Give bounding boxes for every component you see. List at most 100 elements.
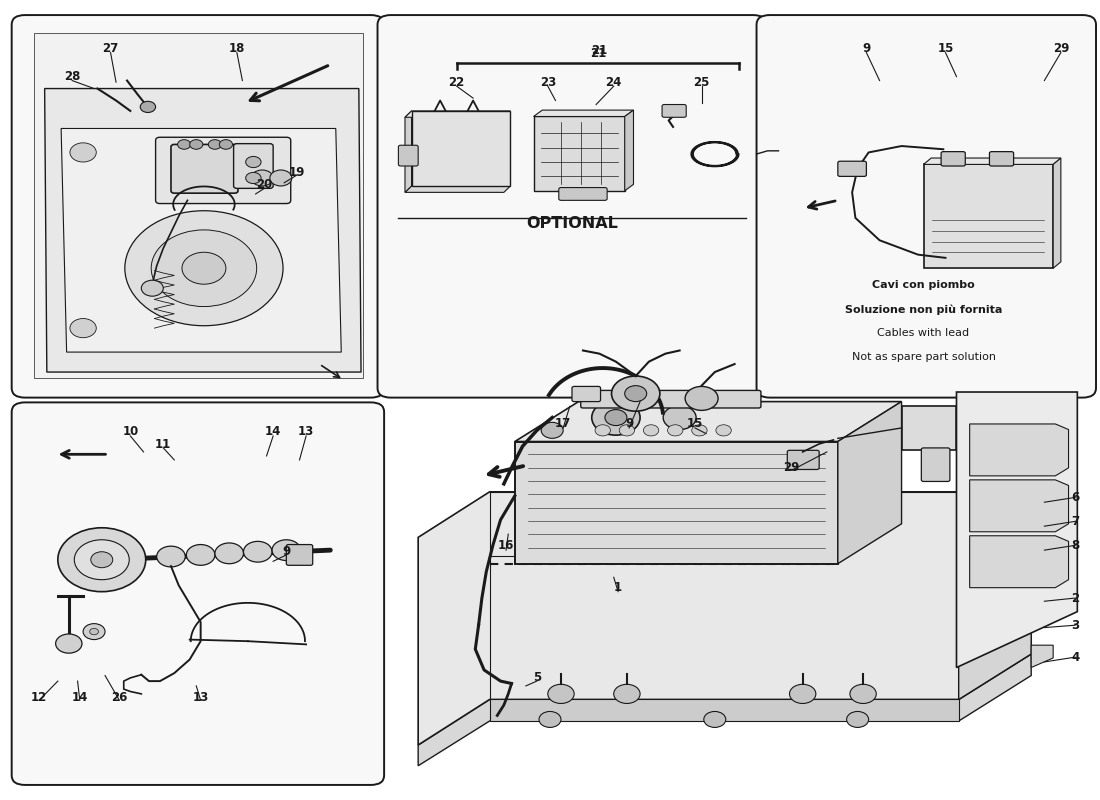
Text: Soluzione non più fornita: Soluzione non più fornita — [845, 304, 1002, 314]
Circle shape — [189, 140, 202, 150]
FancyBboxPatch shape — [559, 187, 607, 200]
Polygon shape — [924, 165, 1053, 268]
Polygon shape — [418, 654, 1031, 766]
Text: eurospares: eurospares — [556, 305, 632, 319]
Polygon shape — [411, 111, 510, 186]
Text: 18: 18 — [229, 42, 245, 55]
Circle shape — [251, 170, 273, 186]
Polygon shape — [970, 424, 1068, 476]
FancyBboxPatch shape — [170, 145, 238, 193]
Text: 25: 25 — [693, 76, 710, 89]
Text: 23: 23 — [540, 76, 556, 89]
Text: 27: 27 — [102, 42, 119, 55]
Polygon shape — [959, 492, 1031, 699]
Text: 9: 9 — [283, 546, 290, 558]
Polygon shape — [902, 406, 957, 450]
Text: 1: 1 — [614, 581, 623, 594]
Polygon shape — [970, 536, 1068, 588]
Text: 28: 28 — [64, 70, 80, 83]
Text: 8: 8 — [1071, 539, 1079, 552]
Circle shape — [245, 157, 261, 168]
Polygon shape — [515, 402, 902, 442]
Circle shape — [56, 634, 82, 653]
Polygon shape — [1031, 645, 1053, 667]
Circle shape — [272, 540, 300, 561]
Circle shape — [541, 422, 563, 438]
Circle shape — [156, 546, 185, 567]
FancyBboxPatch shape — [286, 545, 312, 566]
Circle shape — [270, 170, 292, 186]
Circle shape — [614, 684, 640, 703]
Text: 26: 26 — [111, 690, 128, 703]
Text: 24: 24 — [605, 76, 621, 89]
Circle shape — [84, 624, 106, 639]
Text: 2: 2 — [1071, 591, 1079, 605]
Polygon shape — [534, 110, 634, 117]
Text: 6: 6 — [1071, 491, 1079, 504]
Polygon shape — [970, 480, 1068, 532]
Text: 14: 14 — [265, 426, 282, 438]
Polygon shape — [1031, 610, 1053, 631]
Polygon shape — [490, 699, 959, 721]
Text: 29: 29 — [783, 462, 800, 474]
FancyBboxPatch shape — [662, 105, 686, 118]
Polygon shape — [405, 186, 510, 192]
Polygon shape — [405, 111, 411, 192]
Polygon shape — [34, 33, 363, 378]
Circle shape — [644, 425, 659, 436]
Circle shape — [245, 172, 261, 183]
Circle shape — [592, 400, 640, 435]
Circle shape — [847, 711, 869, 727]
Text: 29: 29 — [1053, 42, 1069, 55]
FancyBboxPatch shape — [922, 448, 950, 482]
Text: 3: 3 — [1071, 618, 1079, 632]
FancyBboxPatch shape — [398, 146, 418, 166]
Text: eurospares: eurospares — [688, 538, 764, 552]
Text: 15: 15 — [937, 42, 954, 55]
Text: 20: 20 — [256, 178, 273, 191]
FancyBboxPatch shape — [12, 15, 384, 398]
Circle shape — [790, 684, 816, 703]
Text: 10: 10 — [122, 426, 139, 438]
FancyBboxPatch shape — [572, 386, 601, 402]
Circle shape — [619, 425, 635, 436]
Polygon shape — [534, 117, 625, 190]
Circle shape — [151, 230, 256, 306]
Polygon shape — [625, 110, 634, 190]
Circle shape — [208, 140, 221, 150]
FancyBboxPatch shape — [757, 15, 1096, 398]
Text: 9: 9 — [625, 418, 634, 430]
Circle shape — [704, 711, 726, 727]
FancyBboxPatch shape — [942, 152, 966, 166]
Polygon shape — [838, 402, 902, 564]
Text: 5: 5 — [532, 671, 541, 685]
Circle shape — [243, 542, 272, 562]
Text: 4: 4 — [1071, 650, 1079, 664]
Circle shape — [663, 406, 696, 430]
Polygon shape — [418, 492, 1031, 745]
Circle shape — [75, 540, 129, 580]
Text: 12: 12 — [31, 690, 47, 703]
FancyBboxPatch shape — [838, 162, 867, 176]
Text: 15: 15 — [686, 418, 703, 430]
Circle shape — [70, 318, 97, 338]
Circle shape — [668, 425, 683, 436]
Circle shape — [58, 528, 145, 592]
Circle shape — [90, 629, 99, 634]
FancyBboxPatch shape — [581, 390, 761, 408]
Text: Cables with lead: Cables with lead — [878, 328, 969, 338]
Text: 21: 21 — [592, 44, 607, 57]
Circle shape — [692, 425, 707, 436]
Polygon shape — [1053, 158, 1060, 268]
Text: 16: 16 — [498, 539, 514, 552]
FancyBboxPatch shape — [233, 144, 273, 188]
Circle shape — [186, 545, 214, 566]
Text: Cavi con piombo: Cavi con piombo — [872, 280, 975, 290]
Circle shape — [177, 140, 190, 150]
Polygon shape — [405, 111, 510, 118]
Polygon shape — [515, 442, 838, 564]
Text: OPTIONAL: OPTIONAL — [526, 216, 618, 231]
Circle shape — [91, 552, 113, 568]
Circle shape — [685, 386, 718, 410]
Polygon shape — [924, 158, 1060, 165]
